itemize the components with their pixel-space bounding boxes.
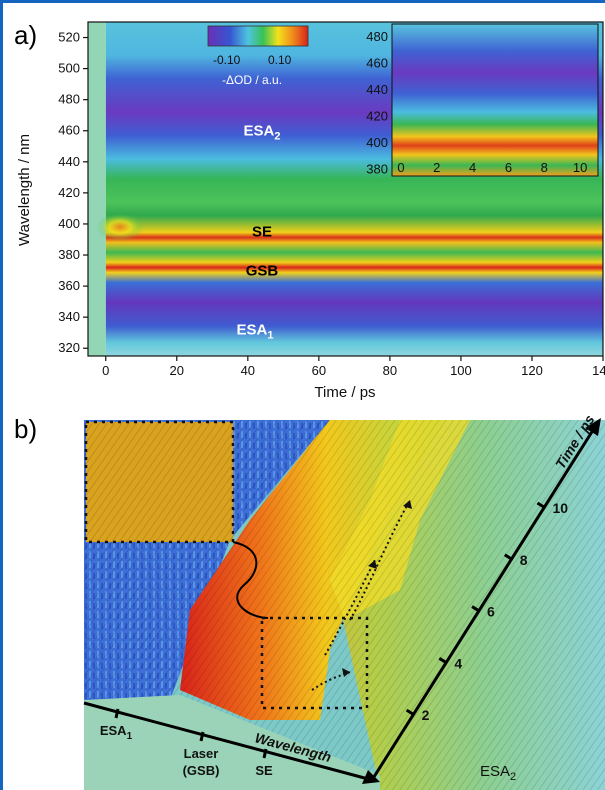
x-tick-label: 100	[450, 363, 472, 378]
zoom-inset-texture	[86, 422, 233, 542]
inset-y-tick-label: 400	[366, 135, 388, 150]
y-axis-label: Wavelength / nm	[16, 134, 33, 246]
wavelength-marker-se: SE	[255, 763, 273, 778]
x-tick-label: 80	[383, 363, 397, 378]
time-tick-mark	[536, 501, 547, 510]
zoom-inset-border	[84, 420, 235, 544]
y-tick-label: 440	[58, 154, 80, 169]
y-tick-label: 400	[58, 216, 80, 231]
inset-y-tick-label: 440	[366, 82, 388, 97]
inset-x-tick-label: 6	[505, 160, 512, 175]
band-label-esa1: ESA1	[237, 322, 274, 342]
band-label-esa2: ESA2	[244, 123, 281, 143]
wavelength-axis-arrowhead	[362, 770, 380, 784]
time-tick-label: 8	[520, 552, 528, 568]
wavelength-tick-se	[262, 748, 268, 759]
inset-x-tick-label: 8	[541, 160, 548, 175]
x-tick-label: 120	[521, 363, 543, 378]
x-tick-label: 0	[102, 363, 109, 378]
time-axis	[370, 426, 597, 781]
inset-heatmap: 0 2 4 6 8 10 380 400 420 440 460 480	[366, 23, 599, 177]
y-tick-label: 320	[58, 340, 80, 355]
inset-y-tick-label: 460	[366, 56, 388, 71]
colorbar-label: -ΔOD / a.u.	[222, 73, 282, 87]
colorbar: -0.10 0.10 -ΔOD / a.u.	[207, 25, 309, 87]
panel-a-heatmap	[87, 21, 604, 357]
time-axis-arrowhead	[585, 418, 601, 436]
arrow-2-head	[368, 560, 377, 569]
wavelength-tick-esa1	[114, 708, 120, 719]
y-tick-label: 420	[58, 185, 80, 200]
heatmap-early-time-strip	[88, 22, 106, 356]
arrow-2	[324, 559, 376, 656]
time-tick-mark	[471, 605, 481, 613]
y-tick-label: 460	[58, 123, 80, 138]
band-label-se: SE	[252, 224, 272, 241]
time-tick-label: 6	[487, 604, 495, 620]
time-tick-mark	[405, 708, 416, 717]
panel-a-axes: 0204060801001201403203403603804004204404…	[58, 30, 605, 378]
time-tick-label: 2	[422, 707, 430, 723]
heatmap-frame	[87, 21, 604, 357]
arrow-3-head	[403, 500, 412, 509]
time-tick-label: 4	[454, 655, 462, 671]
inset-x-tick-label: 10	[573, 160, 587, 175]
arrow-1	[311, 671, 351, 691]
arrow-1-head	[342, 668, 350, 677]
time-tick-mark	[503, 553, 514, 562]
y-tick-label: 520	[58, 30, 80, 45]
x-tick-label: 40	[241, 363, 255, 378]
wavelength-tick-laser	[199, 731, 205, 742]
inset-area	[391, 23, 599, 177]
wavelength-markers: ESA1 Laser (GSB) SE	[100, 708, 273, 778]
wavelength-marker-laser-sub: (GSB)	[183, 763, 220, 778]
x-tick-label: 20	[170, 363, 184, 378]
colorbar-tick-min: -0.10	[213, 53, 241, 67]
inset-y-tick-label: 380	[366, 161, 388, 176]
inset-y-tick-label: 420	[366, 109, 388, 124]
inset-x-tick-label: 4	[469, 160, 476, 175]
inset-x-tick-label: 0	[397, 160, 404, 175]
panel-b-label: b)	[14, 414, 37, 444]
x-axis-label: Time / ps	[314, 384, 375, 401]
time-ticks: 2 4 6 8 10	[405, 500, 568, 723]
x-tick-label: 140	[592, 363, 605, 378]
wavelength-marker-laser: Laser	[184, 746, 219, 761]
band-labels: ESA2 SE GSB ESA1	[237, 123, 281, 342]
time-tick-mark	[438, 657, 449, 665]
colorbar-tick-max: 0.10	[268, 53, 292, 67]
y-tick-label: 480	[58, 92, 80, 107]
y-tick-label: 360	[58, 278, 80, 293]
wavelength-marker-esa1: ESA1	[100, 723, 133, 742]
y-tick-label: 380	[58, 247, 80, 262]
time-tick-label: 10	[552, 500, 568, 516]
panel-a-label: a)	[14, 20, 37, 50]
y-tick-label: 500	[58, 61, 80, 76]
inset-x-tick-label: 2	[433, 160, 440, 175]
esa2-region-label: ESA2	[480, 763, 516, 783]
zoom-connector	[232, 541, 269, 619]
wavelength-axis	[83, 701, 373, 782]
y-tick-label: 340	[58, 309, 80, 324]
colorbar-gradient	[207, 25, 309, 47]
zoom-region-box	[260, 616, 369, 710]
inset-y-tick-label: 480	[366, 29, 388, 44]
band-label-gsb: GSB	[246, 263, 279, 280]
se-hot-spot	[95, 213, 144, 242]
x-tick-label: 60	[312, 363, 326, 378]
